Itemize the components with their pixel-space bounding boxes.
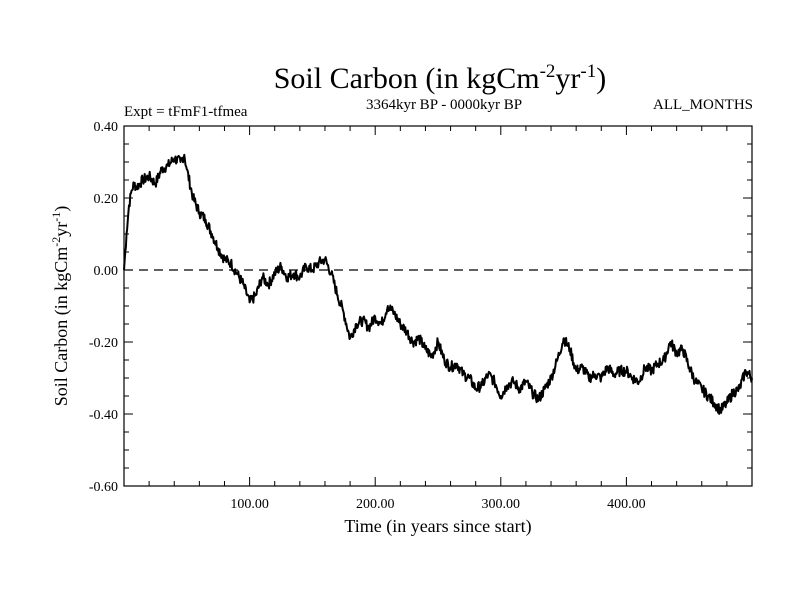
axis-ticks xyxy=(124,126,752,486)
chart-title: Soil Carbon (in kgCm-2yr-1) xyxy=(274,61,607,95)
x-tick-label: 200.00 xyxy=(356,497,395,512)
y-axis-label: Soil Carbon (in kgCm-2yr-1) xyxy=(49,206,72,407)
series-line-soil-carbon xyxy=(123,153,753,415)
x-tick-label: 400.00 xyxy=(607,497,646,512)
plot-area-frame xyxy=(123,125,753,487)
x-tick-label: 100.00 xyxy=(230,497,269,512)
period-label: 3364kyr BP - 0000kyr BP xyxy=(366,97,522,113)
x-tick-label: 300.00 xyxy=(482,497,521,512)
months-label: ALL_MONTHS xyxy=(653,97,753,113)
expt-label: Expt = tFmF1-tfmea xyxy=(124,104,248,120)
y-tick-label: -0.40 xyxy=(89,408,118,423)
y-tick-label: 0.00 xyxy=(94,264,119,279)
y-tick-label: -0.60 xyxy=(89,480,118,495)
axis-tick-labels: 100.00 200.00 300.00 400.00 -0.60 -0.40 -0.20 0… xyxy=(89,120,646,512)
y-tick-label: 0.20 xyxy=(94,192,119,207)
y-tick-label: -0.20 xyxy=(89,336,118,351)
x-axis-label: Time (in years since start) xyxy=(344,516,531,537)
y-tick-label: 0.40 xyxy=(94,120,119,135)
